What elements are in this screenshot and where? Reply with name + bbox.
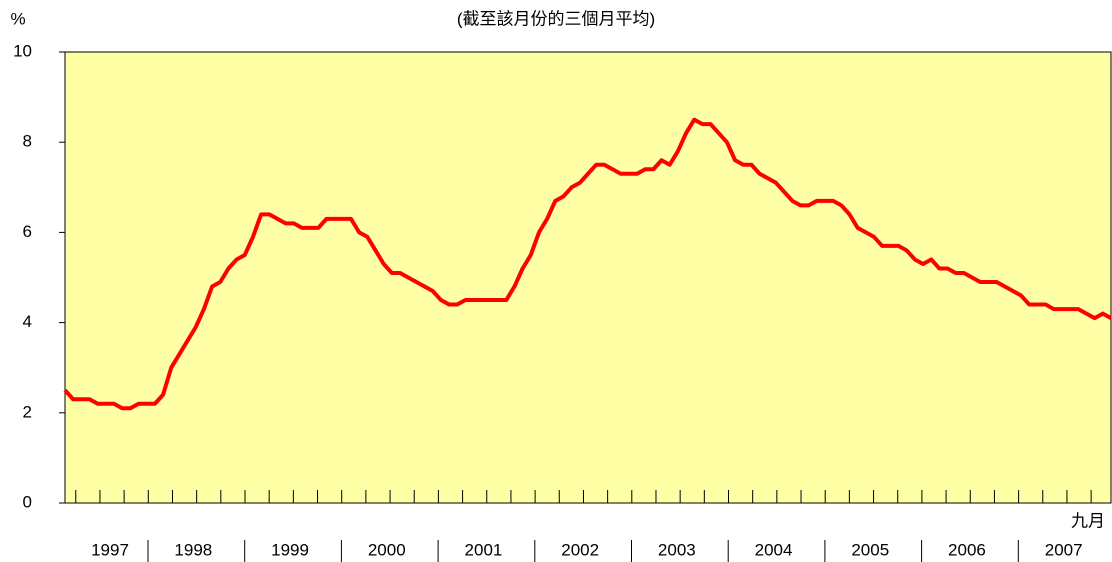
x-tick-label: 1998: [174, 540, 212, 559]
x-tick-label: 2001: [465, 540, 503, 559]
y-tick-label: 2: [23, 402, 32, 421]
x-tick-label: 2005: [851, 540, 889, 559]
x-tick-label: 2003: [658, 540, 696, 559]
data-line: [63, 117, 1112, 411]
x-tick-label: 2007: [1045, 540, 1083, 559]
x-tick-label: 2002: [561, 540, 599, 559]
chart-title: (截至該月份的三個月平均): [457, 9, 655, 28]
y-tick-label: 8: [23, 132, 32, 151]
end-label: 九月: [1071, 511, 1105, 530]
y-tick-label: 10: [13, 41, 32, 60]
y-axis-label: %: [10, 9, 25, 28]
x-tick-label: 1997: [91, 540, 129, 559]
plot-area: [64, 51, 1112, 504]
y-tick-label: 6: [23, 222, 32, 241]
y-tick-label: 0: [23, 492, 32, 511]
x-tick-label: 2006: [948, 540, 986, 559]
x-tick-label: 1999: [271, 540, 309, 559]
y-tick-label: 4: [23, 312, 32, 331]
x-tick-label: 2004: [755, 540, 793, 559]
x-tick-label: 2000: [368, 540, 406, 559]
